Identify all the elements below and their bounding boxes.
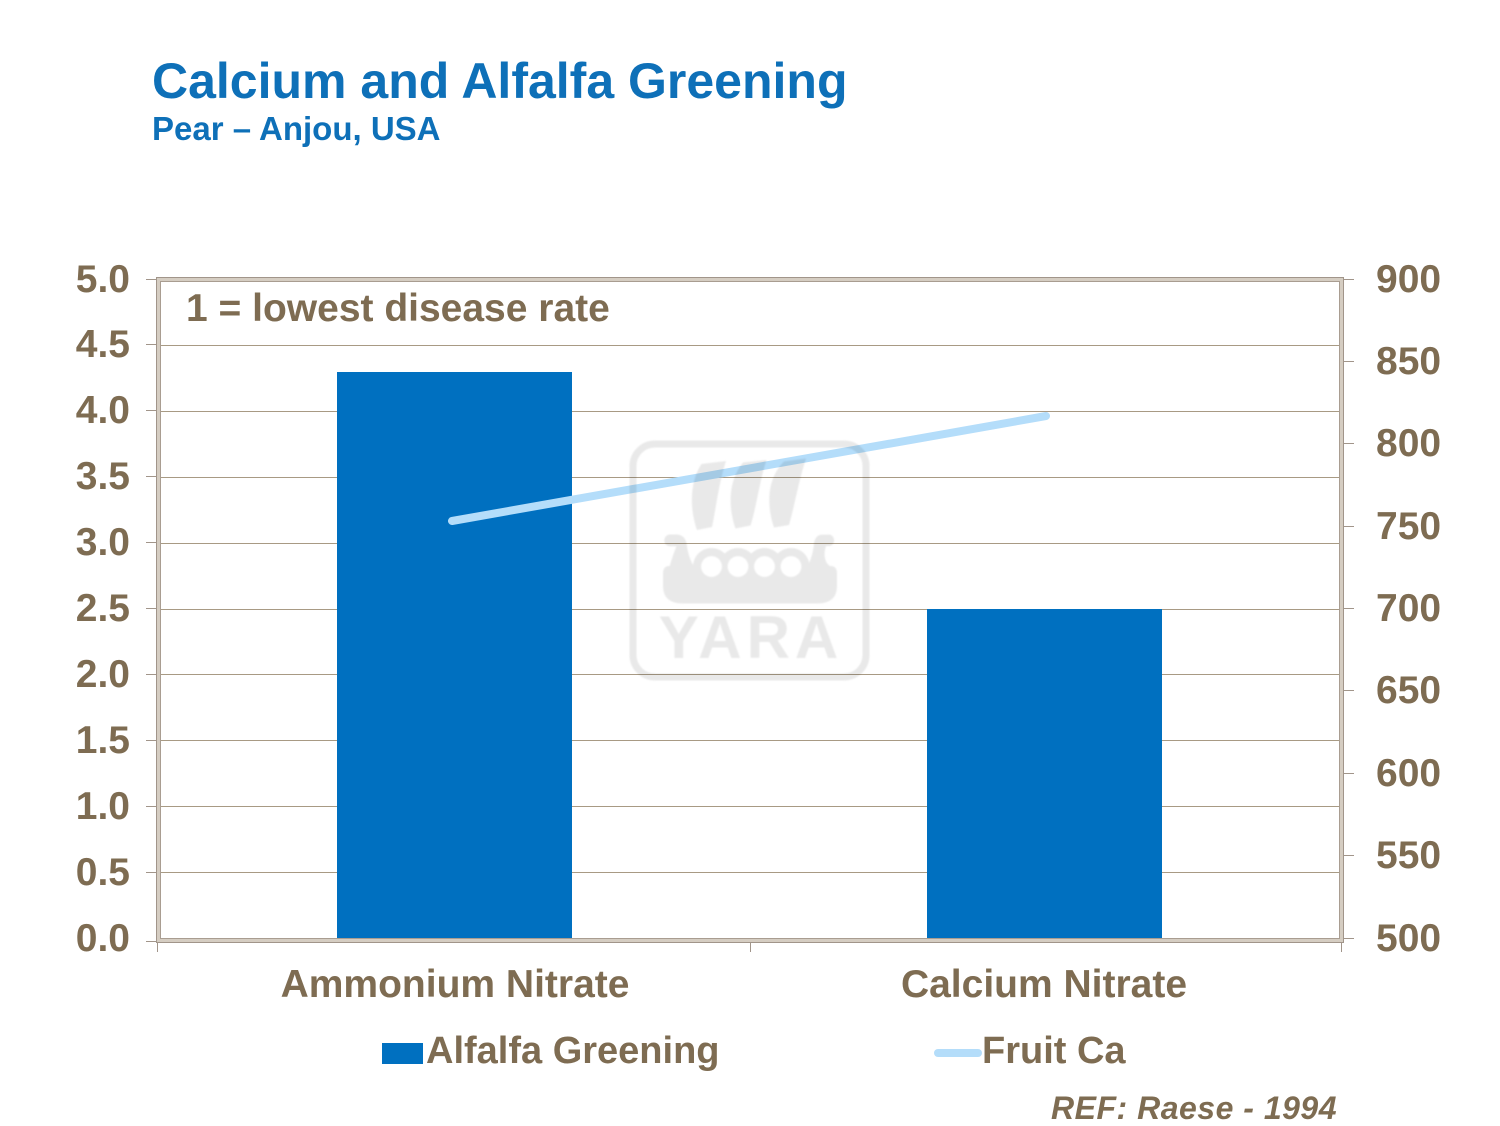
svg-text:YARA: YARA <box>659 604 844 671</box>
